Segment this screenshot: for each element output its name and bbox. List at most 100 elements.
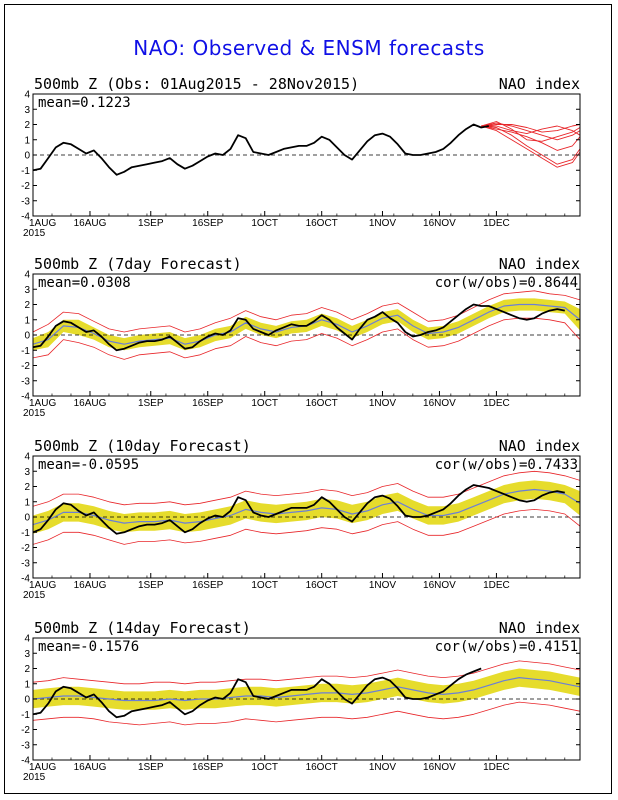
ensemble-member-line xyxy=(481,125,580,168)
x-tick-label: 1OCT xyxy=(251,762,278,773)
y-tick-label: -2 xyxy=(21,181,30,192)
y-tick-label: 0 xyxy=(24,331,30,342)
panel-title: 500mb Z (14day Forecast) xyxy=(34,619,251,637)
correlation-label: cor(w/obs)=0.7433 xyxy=(435,457,578,473)
panel-index-label: NAO index xyxy=(499,75,580,93)
y-tick-label: -4 xyxy=(21,756,30,767)
x-tick-label: 1OCT xyxy=(251,398,278,409)
y-tick-label: -4 xyxy=(21,392,30,403)
ensemble-member-line xyxy=(481,125,580,136)
y-tick-label: -3 xyxy=(21,740,30,751)
x-tick-label: 16OCT xyxy=(306,218,338,229)
envelope-upper-line xyxy=(33,660,580,685)
mean-label: mean=-0.0595 xyxy=(38,457,139,473)
page-title: NAO: Observed & ENSM forecasts xyxy=(133,36,485,60)
y-tick-label: 1 xyxy=(24,315,30,326)
mean-label: mean=0.0308 xyxy=(38,275,131,291)
observed-line xyxy=(33,303,565,352)
y-tick-label: -1 xyxy=(21,710,30,721)
chart-panel-14day: 500mb Z (14day Forecast) NAO index 4 3 2 1 0 -1… xyxy=(21,619,581,783)
y-tick-label: 0 xyxy=(24,695,30,706)
observed-line xyxy=(33,667,482,719)
y-tick-label: 0 xyxy=(24,513,30,524)
x-tick-label: 16SEP xyxy=(192,218,223,229)
plot-area xyxy=(33,121,580,176)
y-tick-label: -3 xyxy=(21,376,30,387)
x-tick-label: 16NOV xyxy=(423,762,456,773)
y-tick-label: 1 xyxy=(24,135,30,146)
envelope-lower-line xyxy=(33,701,580,726)
y-tick-label: -1 xyxy=(21,166,30,177)
chart-panel-observed: 500mb Z (Obs: 01Aug2015 - 28Nov2015) NAO … xyxy=(21,75,581,239)
x-year-label: 2015 xyxy=(23,228,46,239)
x-tick-label: 16AUG xyxy=(74,580,107,591)
panel-title: 500mb Z (10day Forecast) xyxy=(34,437,251,455)
ensemble-member-line xyxy=(481,124,580,133)
x-tick-label: 1DEC xyxy=(483,218,510,229)
mean-label: mean=-0.1576 xyxy=(38,639,139,655)
x-tick-label: 1AUG xyxy=(29,218,56,229)
y-tick-label: -1 xyxy=(21,528,30,539)
y-tick-label: 3 xyxy=(24,649,30,660)
ensemble-member-line xyxy=(481,125,580,165)
x-tick-label: 1SEP xyxy=(138,218,164,229)
y-tick-label: 4 xyxy=(24,452,30,463)
x-tick-label: 16OCT xyxy=(306,762,338,773)
y-tick-label: -3 xyxy=(21,558,30,569)
y-tick-label: -4 xyxy=(21,574,30,585)
x-tick-label: 1DEC xyxy=(483,580,510,591)
envelope-upper-line xyxy=(33,470,580,507)
panel-title: 500mb Z (Obs: 01Aug2015 - 28Nov2015) xyxy=(34,75,359,93)
x-tick-label: 1DEC xyxy=(483,398,510,409)
x-tick-label: 16NOV xyxy=(423,580,456,591)
ensemble-member-line xyxy=(481,125,580,151)
x-tick-label: 1OCT xyxy=(251,580,278,591)
x-year-label: 2015 xyxy=(23,408,46,419)
y-tick-label: -2 xyxy=(21,543,30,554)
plot-area xyxy=(33,290,580,360)
y-tick-label: 2 xyxy=(24,120,30,131)
y-tick-label: -4 xyxy=(21,212,30,223)
ensemble-member-line xyxy=(481,121,580,142)
envelope-lower-line xyxy=(33,317,580,360)
envelope-upper-line xyxy=(33,290,580,333)
y-tick-label: -1 xyxy=(21,346,30,357)
plot-area xyxy=(33,470,580,545)
x-tick-label: 1SEP xyxy=(138,398,164,409)
plot-area xyxy=(33,660,580,726)
x-tick-label: 16AUG xyxy=(74,218,107,229)
chart-panel-7day: 500mb Z (7day Forecast) NAO index 4 3 2 1 0 -1 -… xyxy=(21,255,581,419)
envelope-lower-line xyxy=(33,509,580,545)
y-tick-label: 4 xyxy=(24,270,30,281)
y-tick-label: 1 xyxy=(24,497,30,508)
y-tick-label: 2 xyxy=(24,482,30,493)
y-tick-label: 1 xyxy=(24,679,30,690)
x-tick-label: 1NOV xyxy=(369,218,397,229)
y-tick-label: 3 xyxy=(24,105,30,116)
y-tick-label: -3 xyxy=(21,196,30,207)
x-tick-label: 1OCT xyxy=(251,218,278,229)
x-tick-label: 16OCT xyxy=(306,580,338,591)
mean-label: mean=0.1223 xyxy=(38,95,131,111)
x-tick-label: 16NOV xyxy=(423,218,456,229)
panel-title: 500mb Z (7day Forecast) xyxy=(34,255,242,273)
x-tick-label: 16AUG xyxy=(74,398,107,409)
panel-index-label: NAO index xyxy=(499,437,580,455)
x-year-label: 2015 xyxy=(23,772,46,783)
chart-panel-10day: 500mb Z (10day Forecast) NAO index 4 3 2 1 0 -1… xyxy=(21,437,581,601)
observed-line xyxy=(33,484,565,535)
y-tick-label: 2 xyxy=(24,664,30,675)
x-tick-label: 16OCT xyxy=(306,398,338,409)
correlation-label: cor(w/obs)=0.8644 xyxy=(435,275,578,291)
y-tick-label: 3 xyxy=(24,285,30,296)
x-tick-label: 1SEP xyxy=(138,762,164,773)
x-tick-label: 16SEP xyxy=(192,580,223,591)
y-tick-label: 2 xyxy=(24,300,30,311)
x-tick-label: 16SEP xyxy=(192,398,223,409)
x-tick-label: 1DEC xyxy=(483,762,510,773)
correlation-label: cor(w/obs)=0.4151 xyxy=(435,639,578,655)
x-tick-label: 1NOV xyxy=(369,398,397,409)
x-year-label: 2015 xyxy=(23,590,46,601)
x-tick-label: 1AUG xyxy=(29,398,56,409)
ensemble-mean-line xyxy=(33,488,580,526)
